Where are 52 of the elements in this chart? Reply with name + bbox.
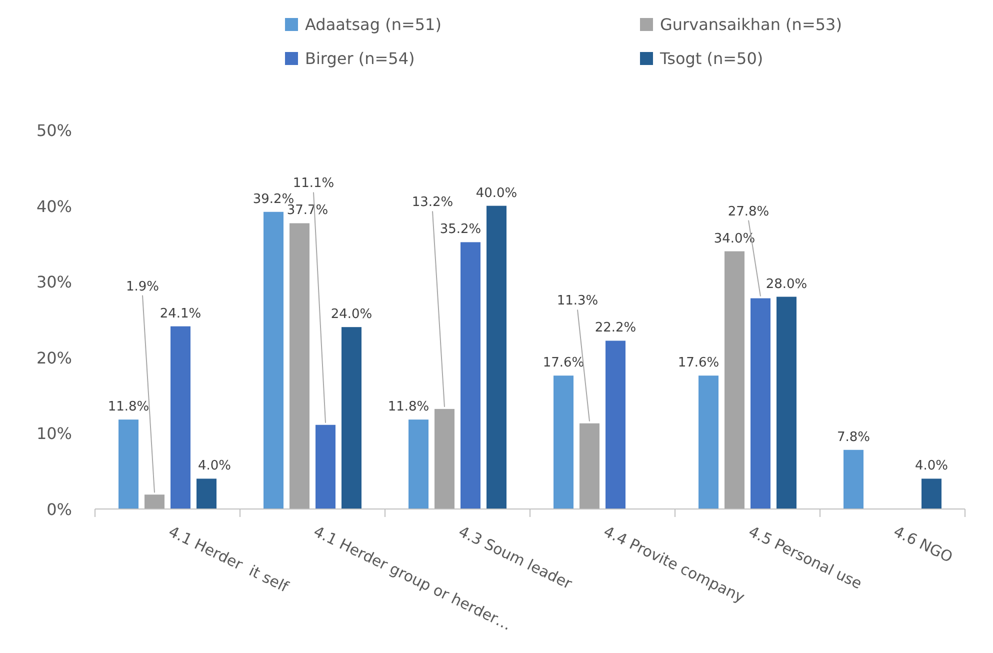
y-tick-label: 30% — [36, 272, 72, 292]
bar — [170, 326, 190, 509]
legend-label: Tsogt (n=50) — [659, 49, 764, 68]
bar — [554, 376, 574, 509]
data-label: 11.8% — [108, 400, 150, 415]
data-label: 4.0% — [198, 458, 232, 474]
bar — [434, 408, 454, 509]
data-label: 11.3% — [556, 294, 598, 309]
bar — [750, 298, 770, 509]
bar — [844, 450, 864, 509]
data-label: 7.8% — [836, 430, 870, 445]
data-label: 17.6% — [542, 356, 584, 371]
bar — [486, 206, 506, 509]
data-label: 35.2% — [440, 222, 482, 238]
bar — [144, 494, 164, 509]
data-label: 27.8% — [728, 204, 770, 220]
bar — [460, 242, 480, 509]
data-label: 34.0% — [714, 231, 756, 246]
bar — [724, 251, 744, 509]
bar — [580, 423, 600, 509]
data-label: 11.1% — [292, 176, 334, 192]
data-label: 24.1% — [160, 306, 202, 322]
data-label: 1.9% — [126, 279, 160, 294]
bar — [316, 424, 336, 509]
data-label: 22.2% — [594, 320, 636, 336]
data-label: 37.7% — [286, 203, 328, 218]
data-label: 28.0% — [766, 276, 808, 292]
y-tick-label: 0% — [46, 500, 72, 519]
bar — [290, 223, 310, 509]
bar — [606, 340, 626, 509]
data-label: 17.6% — [678, 356, 720, 371]
bar — [408, 420, 428, 509]
bar — [342, 327, 362, 509]
bar — [698, 376, 718, 509]
data-label: 40.0% — [476, 186, 518, 201]
bar — [922, 478, 942, 509]
x-tick-label: 4.6 NGO — [890, 522, 956, 566]
data-label: 4.0% — [914, 458, 948, 474]
data-label: 13.2% — [412, 195, 454, 210]
bar — [118, 420, 138, 509]
y-tick-label: 40% — [36, 196, 72, 216]
legend-label: Gurvansaikhan (n=53) — [660, 15, 842, 34]
data-label: 24.0% — [330, 307, 372, 322]
y-tick-label: 20% — [36, 348, 72, 368]
legend-label: Adaatsag (n=51) — [305, 15, 442, 34]
data-label: 11.8% — [388, 400, 430, 415]
y-tick-label: 50% — [36, 121, 72, 140]
y-tick-label: 10% — [36, 424, 72, 444]
bar — [264, 212, 284, 509]
legend-label: Birger (n=54) — [305, 49, 415, 68]
bar — [196, 478, 216, 509]
bar — [776, 296, 796, 509]
